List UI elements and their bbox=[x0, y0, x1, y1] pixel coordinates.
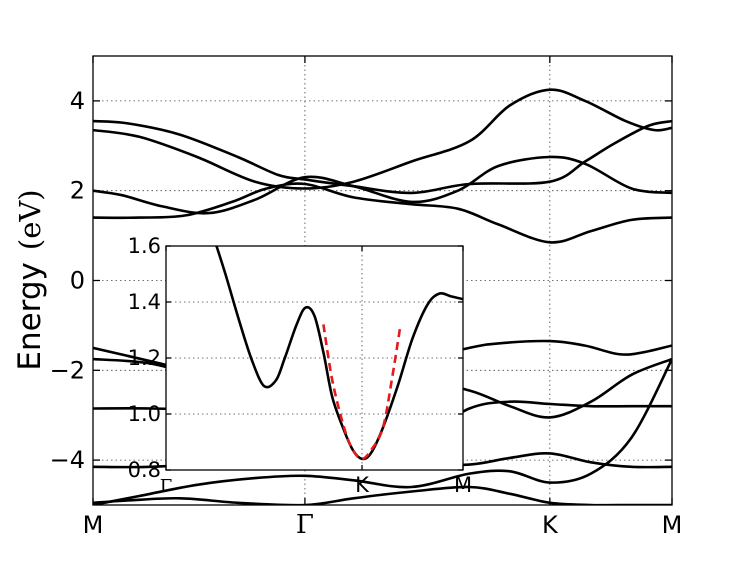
band-line bbox=[93, 357, 672, 505]
x-tick-label: K bbox=[542, 511, 559, 539]
y-axis-label-text: Energy bbox=[12, 262, 48, 371]
x-tick-label: K bbox=[355, 473, 370, 497]
y-axis-label-unit: (eV) bbox=[13, 189, 47, 250]
svg-text:Energy (eV): Energy (eV) bbox=[12, 189, 48, 370]
band-line bbox=[93, 155, 672, 215]
band-line bbox=[93, 88, 672, 190]
y-tick-label: −2 bbox=[50, 356, 85, 384]
band-line bbox=[93, 182, 672, 244]
inset-plot: 0.8 1.0 1.2 1.4 1.6 Γ K M bbox=[128, 234, 472, 497]
inset-gridlines bbox=[166, 246, 463, 470]
y-tick-label: −4 bbox=[50, 446, 85, 474]
fit-curve bbox=[322, 324, 402, 461]
y-tick-label: 2 bbox=[70, 177, 85, 205]
inset-y-tick-labels: 0.8 1.0 1.2 1.4 1.6 bbox=[128, 234, 161, 482]
band-line bbox=[215, 246, 463, 461]
inset-tick-marks bbox=[165, 245, 464, 471]
main-y-tick-labels: −4 −2 0 2 4 bbox=[50, 87, 85, 474]
y-tick-label: 0 bbox=[70, 267, 85, 295]
x-tick-label: M bbox=[83, 511, 104, 539]
main-tick-marks bbox=[92, 56, 673, 505]
y-tick-label: 1.4 bbox=[128, 290, 161, 314]
y-tick-label: 1.0 bbox=[128, 402, 161, 426]
y-axis-label: Energy (eV) bbox=[12, 189, 48, 370]
inset-band-lines bbox=[215, 246, 463, 461]
y-tick-label: 0.8 bbox=[128, 458, 161, 482]
x-tick-label: M bbox=[662, 511, 683, 539]
band-line bbox=[93, 485, 672, 505]
y-tick-label: 1.6 bbox=[128, 234, 161, 258]
x-tick-label: Γ bbox=[160, 476, 173, 497]
y-tick-label: 4 bbox=[70, 87, 85, 115]
y-tick-label: 1.2 bbox=[128, 346, 161, 370]
band-line bbox=[93, 119, 672, 195]
x-tick-label: Γ bbox=[296, 510, 314, 540]
x-tick-label: M bbox=[454, 473, 472, 497]
